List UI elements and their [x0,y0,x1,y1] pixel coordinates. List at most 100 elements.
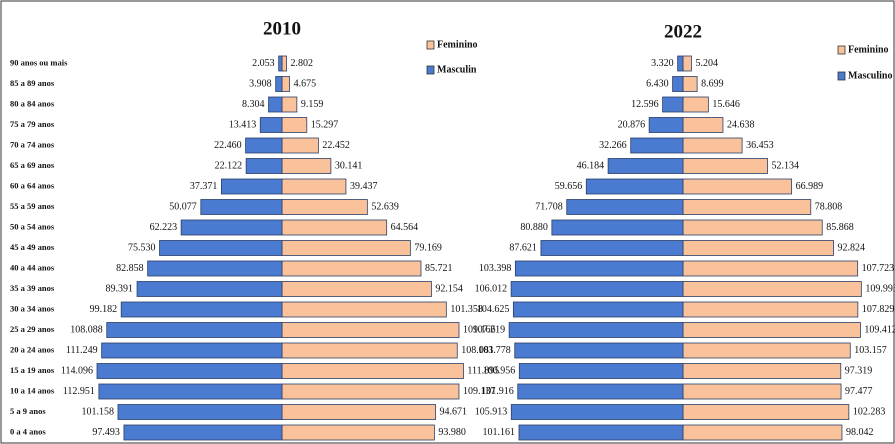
bar [662,96,684,113]
bar [682,301,859,318]
bar [245,158,283,174]
bar [514,260,684,277]
value-label: 85.868 [826,222,854,233]
bar [281,199,368,215]
value-label: 8.699 [701,78,724,89]
value-label: 15.646 [712,99,740,110]
bar [259,117,283,133]
legend-swatch [426,40,435,50]
category-label: 60 a 64 anos [10,180,55,190]
bar [677,55,684,72]
chart-title: 2022 [664,21,702,42]
value-label: 106.012 [475,283,508,294]
value-label: 2.053 [252,58,275,69]
category-label: 50 a 54 anos [10,221,55,231]
bar [147,260,283,277]
value-label: 97.477 [845,386,873,397]
value-label: 52.134 [772,160,800,171]
bar [682,55,692,72]
bar [281,96,298,113]
value-label: 101.161 [482,427,515,438]
value-label: 98.042 [846,427,874,438]
bar [514,342,684,359]
value-label: 15.297 [311,119,339,130]
value-label: 102.283 [853,406,886,417]
value-label: 39.437 [350,181,378,192]
bar [281,281,432,297]
bar [512,301,684,318]
bar [607,158,684,174]
bar [120,301,283,318]
value-label: 108.081 [461,345,494,356]
bar [510,281,684,297]
bar [682,342,851,359]
value-label: 78.808 [815,201,843,212]
bar [281,240,411,256]
value-label: 114.096 [61,365,93,376]
value-label: 22.452 [322,140,350,151]
value-label: 103.398 [479,263,512,274]
legend-label: Feminino [437,39,478,50]
bar [200,199,283,215]
value-label: 101.158 [81,406,114,417]
value-label: 2.802 [291,58,314,69]
bar [136,281,283,297]
category-label: 15 a 19 anos [10,365,55,375]
value-label: 66.989 [796,181,824,192]
value-label: 105.913 [475,406,508,417]
bar [518,363,684,379]
bar [268,96,283,113]
value-label: 92.824 [838,242,866,253]
bar [281,383,460,400]
bar [682,219,823,236]
value-label: 101.916 [481,386,514,397]
value-label: 109.166 [463,324,496,335]
value-label: 30.141 [335,160,363,171]
value-label: 103.157 [854,345,887,356]
bar [98,383,283,400]
category-label: 25 a 29 anos [10,324,55,334]
bar [281,342,458,359]
bar [682,178,793,195]
bar [517,383,684,400]
value-label: 59.656 [555,181,583,192]
category-label: 45 a 49 anos [10,242,55,252]
value-label: 79.169 [414,242,442,253]
bar [117,404,283,420]
bar [566,199,684,215]
bar [281,117,308,133]
value-label: 101.358 [450,304,483,315]
bar [510,404,684,420]
legend-label: Masculin [437,64,477,75]
bar [682,383,842,400]
bar [508,322,684,338]
value-label: 64.564 [391,222,419,233]
bar [281,363,464,379]
bar [682,158,768,174]
value-label: 50.077 [169,201,197,212]
bar [278,55,283,72]
category-label: 40 a 44 anos [10,262,55,272]
bar [281,158,332,174]
bar [221,178,283,195]
value-label: 107.829 [862,304,895,315]
value-label: 13.413 [229,119,257,130]
bar [281,322,460,338]
value-label: 99.182 [90,304,118,315]
bar [540,240,684,256]
category-label: 35 a 39 anos [10,283,55,293]
legend-swatch [837,71,846,81]
value-label: 109.412 [864,324,895,335]
bar [281,404,436,420]
bar [682,117,724,133]
chart-title: 2010 [263,18,301,39]
bar [682,363,842,379]
bar [96,363,283,379]
value-label: 87.621 [509,242,537,253]
value-label: 100.956 [483,365,516,376]
category-label: 10 a 14 anos [10,385,55,395]
category-label: 30 a 34 anos [10,303,55,313]
bar [682,240,834,256]
category-label: 20 a 24 anos [10,344,55,354]
